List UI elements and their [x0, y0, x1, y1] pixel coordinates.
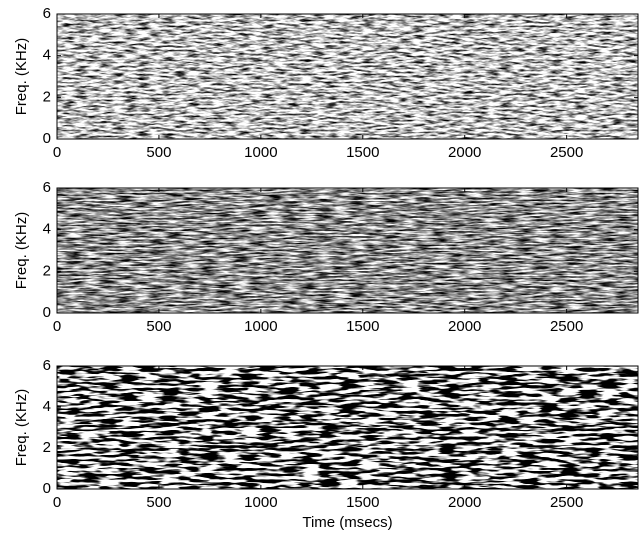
- y-tick-label: 4: [43, 47, 51, 64]
- x-tick-label: 1500: [346, 494, 379, 511]
- x-tick-label: 1000: [244, 494, 277, 511]
- y-axis-label: Freq. (KHz): [13, 389, 30, 467]
- spectrogram-texture: [57, 14, 638, 139]
- x-tick-label: 2000: [448, 318, 481, 335]
- y-tick-label: 6: [43, 357, 51, 374]
- x-tick-label: 2500: [550, 144, 583, 161]
- x-tick-label: 500: [146, 494, 171, 511]
- y-tick-label: 0: [43, 130, 51, 147]
- x-tick-label: 500: [146, 318, 171, 335]
- y-tick-label: 2: [43, 262, 51, 279]
- y-tick-label: 2: [43, 439, 51, 456]
- x-tick-label: 0: [53, 144, 61, 161]
- y-tick-label: 2: [43, 88, 51, 105]
- x-tick-label: 2000: [448, 494, 481, 511]
- y-axis-label: Freq. (KHz): [13, 38, 30, 116]
- x-tick-label: 2500: [550, 318, 583, 335]
- x-axis-label: Time (msecs): [302, 514, 392, 531]
- x-tick-label: 1500: [346, 144, 379, 161]
- x-tick-label: 500: [146, 144, 171, 161]
- y-tick-label: 0: [43, 480, 51, 497]
- spectrogram-texture: [57, 366, 638, 489]
- x-tick-label: 1500: [346, 318, 379, 335]
- plot-frame: [56, 187, 639, 314]
- x-tick-label: 0: [53, 318, 61, 335]
- x-tick-label: 1000: [244, 318, 277, 335]
- y-axis-label: Freq. (KHz): [13, 212, 30, 290]
- y-tick-label: 4: [43, 221, 51, 238]
- x-tick-label: 1000: [244, 144, 277, 161]
- x-tick-label: 2500: [550, 494, 583, 511]
- y-tick-label: 6: [43, 5, 51, 22]
- y-tick-label: 6: [43, 179, 51, 196]
- y-tick-label: 0: [43, 304, 51, 321]
- x-tick-label: 0: [53, 494, 61, 511]
- x-tick-label: 2000: [448, 144, 481, 161]
- spectrogram-texture: [57, 188, 638, 313]
- plot-frame: [56, 365, 639, 490]
- y-tick-label: 4: [43, 398, 51, 415]
- plot-frame: [56, 13, 639, 140]
